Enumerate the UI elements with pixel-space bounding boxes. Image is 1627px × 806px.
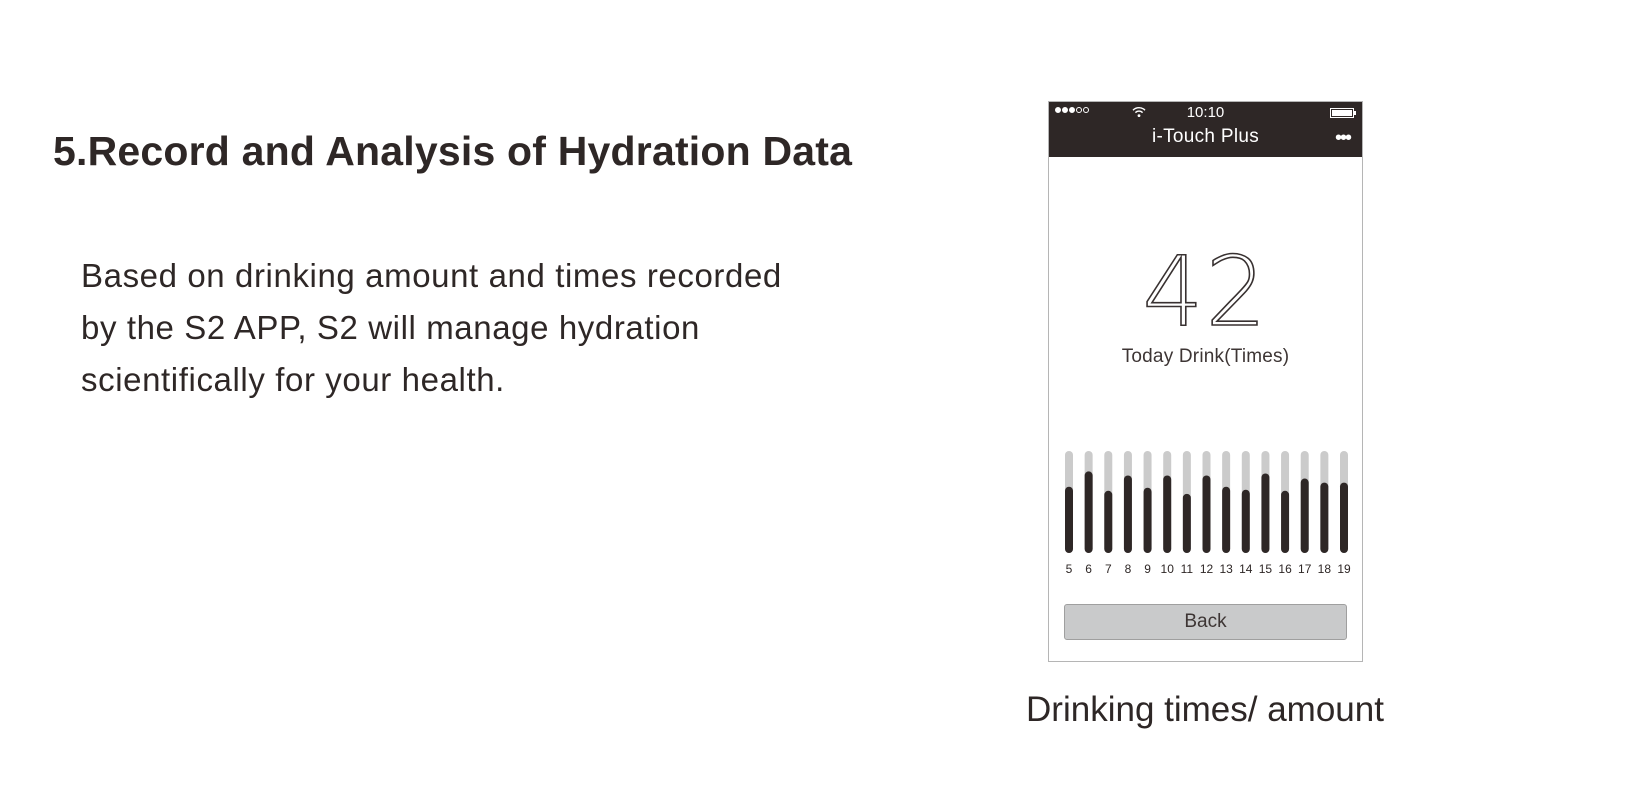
x-tick-label: 15 (1259, 562, 1273, 576)
bar-8 (1123, 475, 1132, 553)
drink-count-value: 42 (1142, 236, 1269, 348)
hourly-drink-chart-svg: 5 6 7 8 9 10 11 12 13 14 15 16 17 18 19 (1065, 451, 1351, 576)
figure-caption: Drinking times/ amount (1026, 690, 1384, 729)
hourly-drink-chart: 5 6 7 8 9 10 11 12 13 14 15 16 17 18 19 (1059, 449, 1354, 579)
x-tick-label: 12 (1200, 562, 1214, 576)
x-tick-label: 19 (1337, 562, 1351, 576)
bar-11 (1182, 493, 1191, 553)
battery-icon (1330, 108, 1356, 118)
x-tick-label: 14 (1239, 562, 1253, 576)
bar-16 (1281, 490, 1290, 553)
x-tick-label: 16 (1278, 562, 1292, 576)
bar-15 (1261, 473, 1270, 553)
back-button[interactable]: Back (1064, 604, 1347, 640)
app-header: 10:10 i-Touch Plus ••• (1049, 102, 1362, 157)
x-tick-label: 17 (1298, 562, 1312, 576)
bar-13 (1222, 486, 1231, 553)
status-time: 10:10 (1186, 104, 1225, 121)
x-tick-label: 5 (1066, 562, 1073, 576)
x-tick-label: 6 (1085, 562, 1092, 576)
bar-14 (1241, 489, 1250, 553)
bar-10 (1163, 475, 1172, 553)
phone-screen: 10:10 i-Touch Plus ••• 42 Today Drink(Ti… (1048, 101, 1363, 662)
bar-18 (1320, 482, 1329, 553)
bar-17 (1300, 478, 1309, 553)
description-line: scientifically for your health. (81, 361, 505, 398)
x-tick-label: 10 (1161, 562, 1175, 576)
page-heading: 5.Record and Analysis of Hydration Data (53, 128, 853, 174)
wifi-icon (1132, 107, 1146, 117)
bar-19 (1340, 482, 1348, 553)
x-tick-label: 11 (1181, 562, 1194, 576)
signal-strength-icon (1055, 107, 1089, 113)
bar-9 (1143, 487, 1152, 553)
status-bar: 10:10 (1049, 104, 1362, 122)
description-line: Based on drinking amount and times recor… (81, 257, 782, 294)
bar-12 (1202, 475, 1211, 553)
x-tick-label: 18 (1318, 562, 1332, 576)
more-options-icon[interactable]: ••• (1334, 127, 1352, 149)
drink-count: 42 (1049, 236, 1362, 348)
bar-7 (1104, 490, 1113, 553)
x-tick-label: 9 (1144, 562, 1151, 576)
description: Based on drinking amount and times recor… (81, 250, 881, 406)
bar-5 (1065, 486, 1073, 553)
bar-6 (1084, 471, 1093, 553)
drink-count-label: Today Drink(Times) (1121, 346, 1290, 367)
x-tick-label: 13 (1219, 562, 1233, 576)
x-tick-label: 8 (1125, 562, 1132, 576)
x-tick-label: 7 (1105, 562, 1112, 576)
description-line: by the S2 APP, S2 will manage hydration (81, 309, 700, 346)
app-title: i-Touch Plus (1151, 126, 1260, 147)
